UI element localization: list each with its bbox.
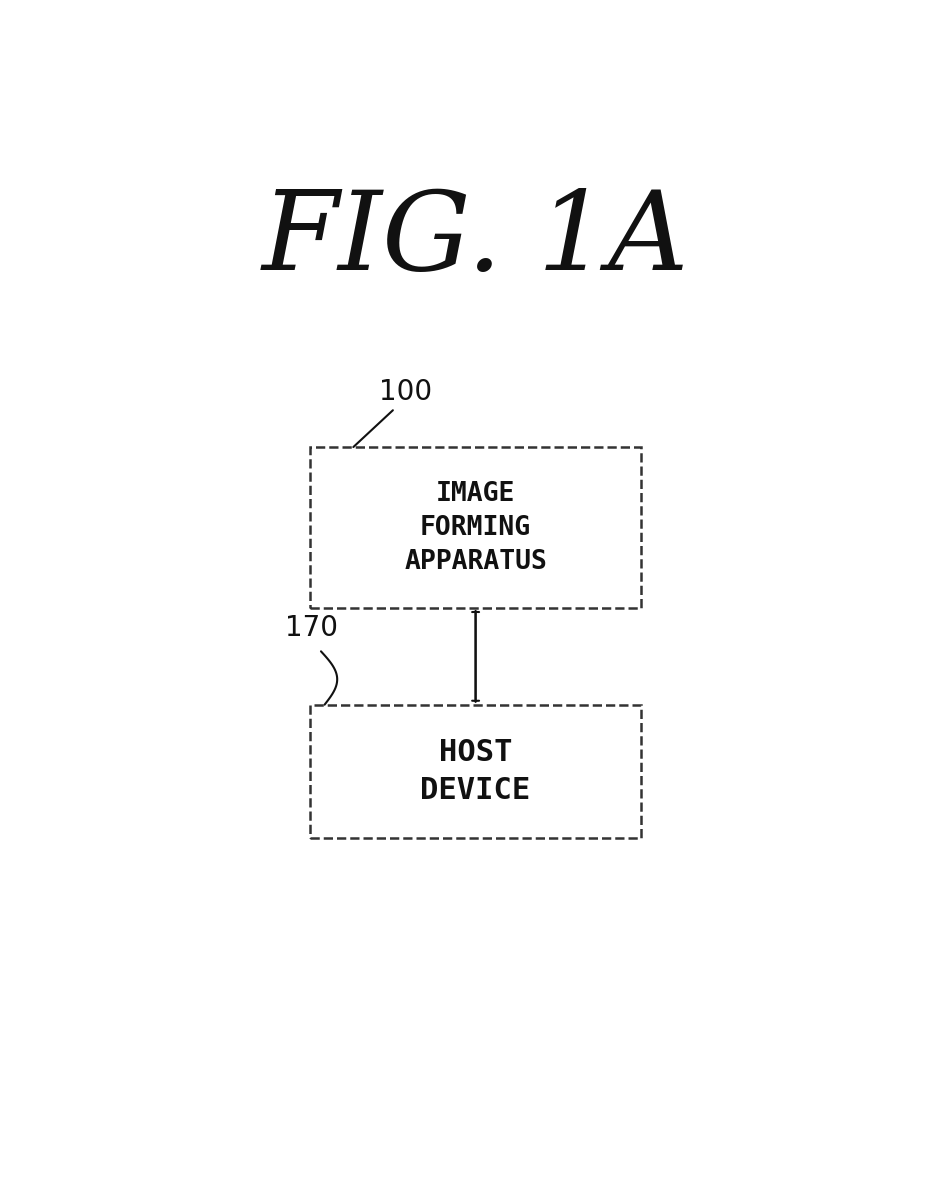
Text: HOST
DEVICE: HOST DEVICE: [420, 737, 530, 805]
Text: 100: 100: [378, 378, 431, 405]
Text: FIG. 1A: FIG. 1A: [261, 186, 689, 294]
Text: 170: 170: [285, 614, 337, 642]
Bar: [310, 705, 641, 838]
Text: IMAGE
FORMING
APPARATUS: IMAGE FORMING APPARATUS: [404, 480, 546, 575]
Bar: [310, 447, 641, 608]
